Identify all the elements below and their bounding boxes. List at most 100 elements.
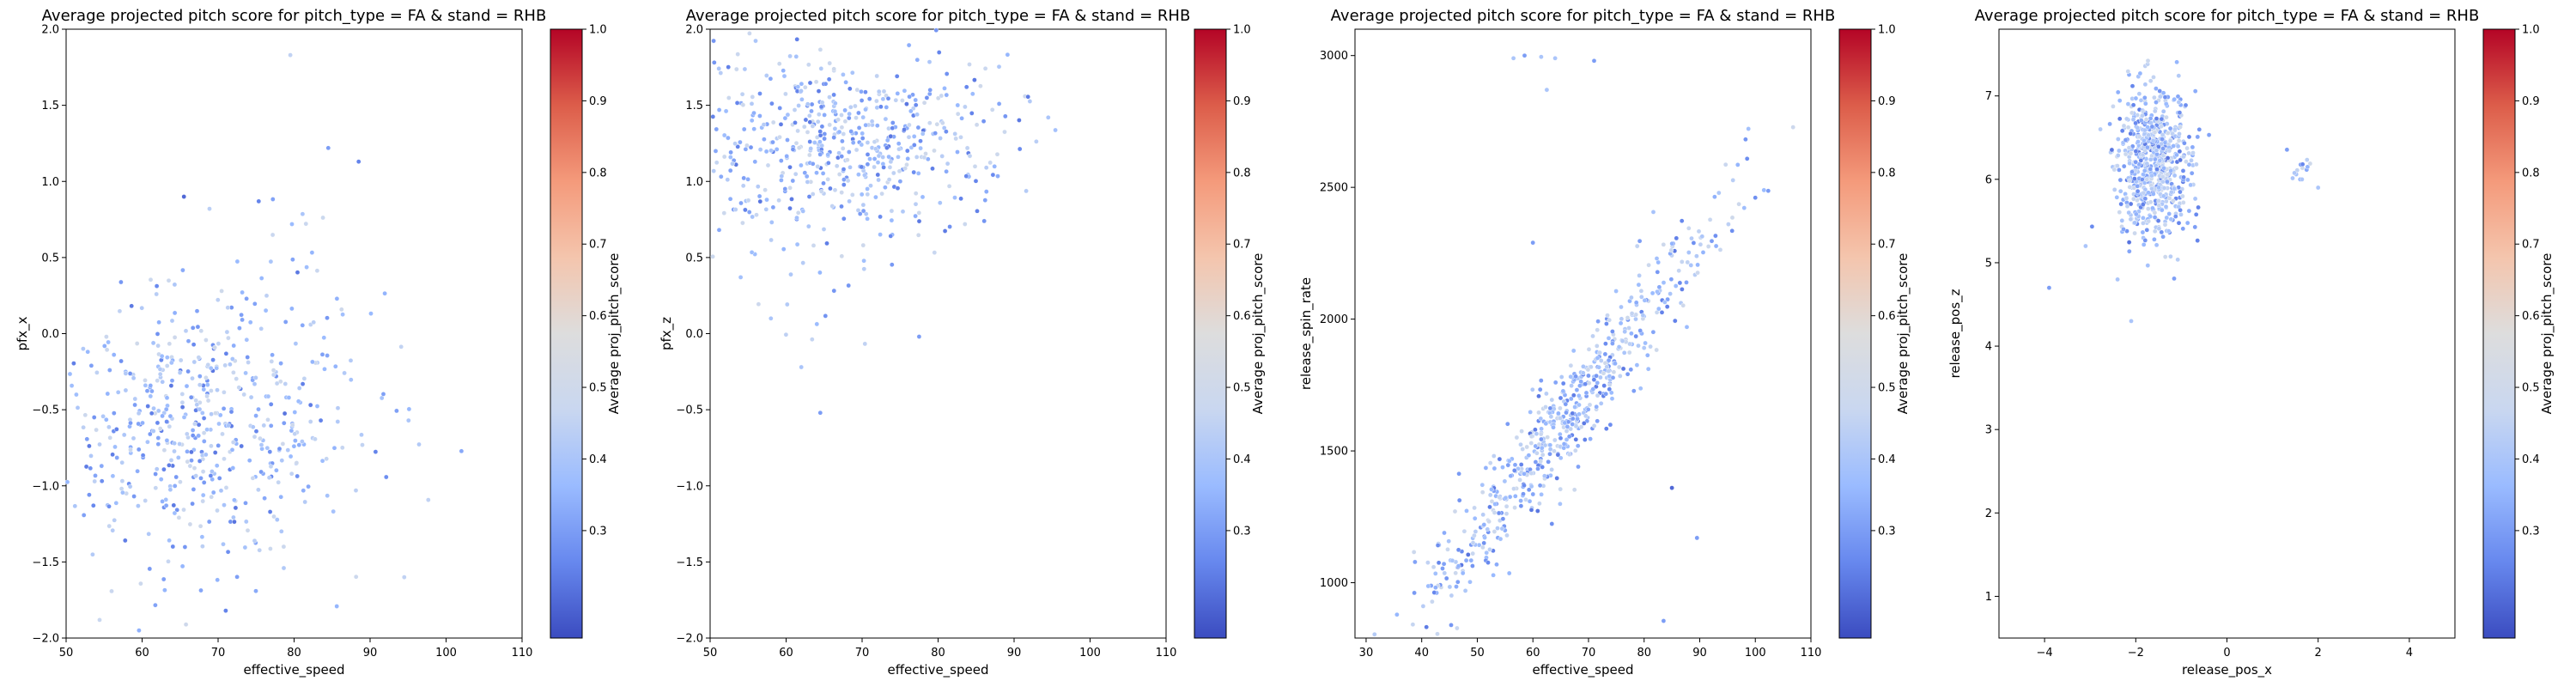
scatter-point <box>258 325 264 331</box>
scatter-point <box>1447 584 1453 590</box>
scatter-point <box>167 423 173 429</box>
colorbar-tick-label: 0.5 <box>1878 382 1896 395</box>
scatter-point <box>155 420 161 426</box>
colorbar-label: Average proj_pitch_score <box>2539 253 2555 415</box>
scatter-point <box>750 214 756 220</box>
scatter-point <box>862 173 867 178</box>
scatter-point <box>168 360 174 366</box>
scatter-point <box>1596 364 1601 370</box>
scatter-point <box>972 163 978 169</box>
scatter-point <box>845 178 851 184</box>
scatter-point <box>787 205 793 211</box>
scatter-point <box>100 413 106 419</box>
scatter-point <box>753 38 758 44</box>
scatter-point <box>1591 423 1597 429</box>
colorbar-tick-label: 0.7 <box>1878 239 1896 252</box>
scatter-point <box>215 387 220 393</box>
scatter-point <box>1648 344 1653 350</box>
scatter-point <box>1570 410 1576 416</box>
scatter-point <box>2132 230 2137 236</box>
scatter-point <box>2152 236 2157 242</box>
scatter-point <box>2175 143 2181 149</box>
scatter-point <box>1530 240 1535 246</box>
scatter-point <box>158 477 164 482</box>
scatter-point <box>716 227 722 233</box>
scatter-point <box>1539 426 1544 432</box>
scatter-point <box>2159 124 2164 129</box>
scatter-point <box>952 195 957 200</box>
scatter-point <box>199 534 205 540</box>
scatter-point <box>890 120 896 125</box>
scatter-point <box>266 475 272 481</box>
scatter-point <box>725 177 731 182</box>
scatter-point <box>334 604 340 609</box>
scatter-point <box>796 145 802 150</box>
scatter-point <box>148 393 154 399</box>
scatter-point <box>2160 108 2166 114</box>
scatter-point <box>2304 157 2310 162</box>
scatter-point <box>1543 404 1548 410</box>
scatter-point <box>730 161 735 167</box>
colorbar-tick-label: 0.5 <box>589 382 607 395</box>
scatter-point <box>2123 196 2129 201</box>
scatter-point <box>714 126 720 132</box>
scatter-point <box>1562 420 1568 426</box>
scatter-point <box>2152 130 2158 135</box>
scatter-point <box>268 258 274 264</box>
scatter-points <box>64 52 465 633</box>
scatter-point <box>955 149 960 155</box>
scatter-point <box>959 115 964 121</box>
scatter-point <box>270 368 276 373</box>
scatter-point <box>804 173 810 179</box>
scatter-point <box>1574 387 1580 392</box>
scatter-point <box>178 479 183 485</box>
scatter-point <box>2125 125 2131 131</box>
scatter-point <box>215 297 221 303</box>
scatter-point <box>727 196 733 202</box>
scatter-point <box>806 223 811 229</box>
scatter-point <box>934 121 940 127</box>
scatter-point <box>785 137 790 143</box>
scatter-point <box>741 126 747 132</box>
scatter-point <box>210 489 216 495</box>
scatter-point <box>1656 306 1662 312</box>
scatter-point <box>1461 528 1467 534</box>
scatter-point <box>874 105 880 111</box>
scatter-point <box>2156 226 2162 232</box>
scatter-point <box>270 232 276 238</box>
scatter-point <box>200 498 205 504</box>
scatter-point <box>111 410 117 416</box>
scatter-point <box>927 59 933 64</box>
scatter-point <box>832 187 838 193</box>
scatter-point <box>883 185 888 190</box>
scatter-point <box>2133 95 2139 101</box>
colorbar-tick-label: 0.3 <box>589 525 607 538</box>
scatter-point <box>2154 116 2160 121</box>
scatter-point <box>1627 341 1632 347</box>
scatter-point <box>2135 188 2141 194</box>
scatter-point <box>865 152 871 157</box>
scatter-point <box>2163 204 2169 210</box>
scatter-point <box>2172 173 2178 179</box>
scatter-point <box>1540 465 1545 470</box>
scatter-point <box>106 424 112 430</box>
scatter-point <box>947 224 952 229</box>
scatter-point <box>94 370 100 375</box>
scatter-point <box>110 452 115 458</box>
scatter-point <box>180 267 185 273</box>
colorbar-tick-label: 0.6 <box>1233 310 1251 323</box>
scatter-point <box>281 420 287 426</box>
scatter-point <box>97 617 102 623</box>
scatter-point <box>1722 161 1728 167</box>
scatter-point <box>99 463 105 469</box>
scatter-point <box>1685 259 1691 265</box>
scatter-point <box>252 301 258 307</box>
colorbar-tick-label: 0.8 <box>1878 167 1896 179</box>
x-tick-label: 4 <box>2406 647 2413 660</box>
scatter-point <box>817 152 823 157</box>
scatter-point <box>1507 494 1513 500</box>
scatter-point <box>1472 515 1478 521</box>
scatter-point <box>1496 510 1502 516</box>
scatter-point <box>139 305 144 311</box>
scatter-point <box>995 173 1000 179</box>
